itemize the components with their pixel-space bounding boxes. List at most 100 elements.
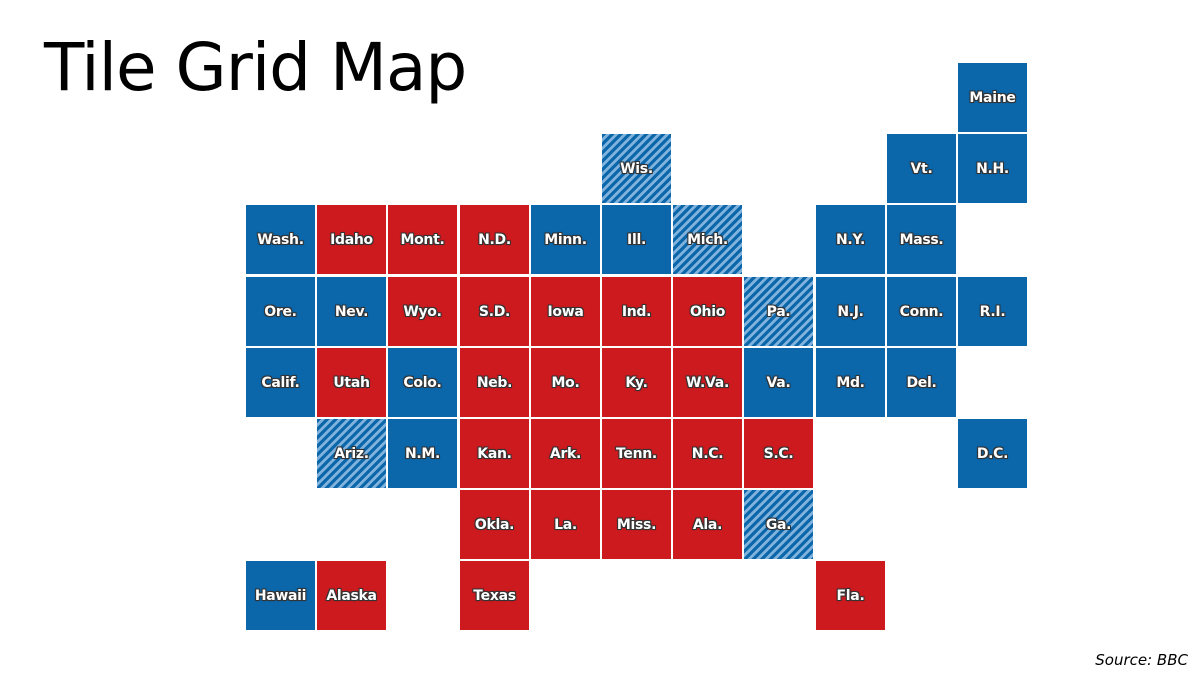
state-tile-n-y: N.Y. [816, 205, 885, 274]
state-label: N.D. [478, 231, 511, 248]
state-tile-mich: Mich. [673, 205, 742, 274]
state-label: N.J. [837, 303, 864, 320]
state-label: Vt. [910, 160, 933, 177]
state-tile-del: Del. [887, 348, 956, 417]
state-tile-ariz: Ariz. [317, 419, 386, 488]
page-title: Tile Grid Map [44, 29, 467, 106]
state-label: La. [554, 516, 577, 533]
state-tile-nev: Nev. [317, 277, 386, 346]
state-tile-texas: Texas [460, 561, 529, 630]
state-label: Ind. [621, 303, 652, 320]
state-tile-ore: Ore. [246, 277, 315, 346]
state-label: Idaho [330, 231, 373, 248]
state-label: Maine [969, 89, 1016, 106]
state-label: Fla. [836, 587, 865, 604]
state-label: Mass. [899, 231, 944, 248]
state-tile-s-d: S.D. [460, 277, 529, 346]
state-tile-wash: Wash. [246, 205, 315, 274]
state-tile-r-i: R.I. [958, 277, 1027, 346]
state-label: Wash. [257, 231, 304, 248]
state-tile-maine: Maine [958, 63, 1027, 132]
state-tile-conn: Conn. [887, 277, 956, 346]
state-label: Alaska [326, 587, 377, 604]
state-label: S.D. [478, 303, 511, 320]
state-tile-n-d: N.D. [460, 205, 529, 274]
state-tile-mass: Mass. [887, 205, 956, 274]
state-tile-utah: Utah [317, 348, 386, 417]
state-label: Ala. [692, 516, 723, 533]
state-tile-wis: Wis. [602, 134, 671, 203]
state-tile-okla: Okla. [460, 490, 529, 559]
state-label: Md. [836, 374, 865, 391]
state-label: D.C. [976, 445, 1009, 462]
state-label: N.C. [691, 445, 724, 462]
state-label: Okla. [474, 516, 515, 533]
state-tile-idaho: Idaho [317, 205, 386, 274]
state-label: Neb. [476, 374, 513, 391]
state-label: Nev. [334, 303, 369, 320]
state-tile-n-j: N.J. [816, 277, 885, 346]
state-tile-mont: Mont. [388, 205, 457, 274]
state-label: Ark. [549, 445, 582, 462]
state-tile-ky: Ky. [602, 348, 671, 417]
state-label: Ohio [689, 303, 726, 320]
state-label: Mich. [687, 231, 728, 248]
state-label: Ky. [625, 374, 648, 391]
state-tile-hawaii: Hawaii [246, 561, 315, 630]
state-label: Ariz. [334, 445, 369, 462]
state-tile-ark: Ark. [531, 419, 600, 488]
state-label: Del. [906, 374, 937, 391]
state-tile-kan: Kan. [460, 419, 529, 488]
state-tile-ala: Ala. [673, 490, 742, 559]
state-tile-colo: Colo. [388, 348, 457, 417]
state-tile-n-c: N.C. [673, 419, 742, 488]
state-tile-alaska: Alaska [317, 561, 386, 630]
state-tile-neb: Neb. [460, 348, 529, 417]
state-tile-vt: Vt. [887, 134, 956, 203]
state-label: Minn. [544, 231, 587, 248]
state-label: R.I. [979, 303, 1006, 320]
state-tile-md: Md. [816, 348, 885, 417]
state-tile-d-c: D.C. [958, 419, 1027, 488]
state-label: Va. [766, 374, 791, 391]
state-tile-w-va: W.Va. [673, 348, 742, 417]
state-label: Wis. [620, 160, 653, 177]
state-tile-ga: Ga. [744, 490, 813, 559]
state-label: Tenn. [616, 445, 657, 462]
state-label: Iowa [547, 303, 584, 320]
state-tile-fla: Fla. [816, 561, 885, 630]
state-label: Hawaii [254, 587, 307, 604]
state-label: S.C. [763, 445, 794, 462]
state-label: Colo. [403, 374, 442, 391]
state-label: N.Y. [836, 231, 865, 248]
state-tile-miss: Miss. [602, 490, 671, 559]
state-label: Wyo. [403, 303, 442, 320]
state-tile-s-c: S.C. [744, 419, 813, 488]
state-tile-wyo: Wyo. [388, 277, 457, 346]
state-tile-n-m: N.M. [388, 419, 457, 488]
state-tile-va: Va. [744, 348, 813, 417]
state-label: Calif. [261, 374, 300, 391]
state-label: W.Va. [686, 374, 729, 391]
state-tile-calif: Calif. [246, 348, 315, 417]
state-label: Kan. [477, 445, 512, 462]
state-label: Mo. [551, 374, 580, 391]
state-tile-pa: Pa. [744, 277, 813, 346]
state-label: Utah [333, 374, 370, 391]
source-credit: Source: BBC [1095, 651, 1188, 669]
state-label: N.H. [976, 160, 1009, 177]
state-label: Ill. [627, 231, 646, 248]
state-label: Mont. [400, 231, 445, 248]
state-label: Ga. [765, 516, 792, 533]
state-tile-n-h: N.H. [958, 134, 1027, 203]
state-tile-tenn: Tenn. [602, 419, 671, 488]
state-label: Ore. [264, 303, 297, 320]
state-tile-ohio: Ohio [673, 277, 742, 346]
state-label: Miss. [616, 516, 657, 533]
state-label: Conn. [899, 303, 944, 320]
state-tile-ind: Ind. [602, 277, 671, 346]
state-label: Pa. [766, 303, 791, 320]
state-label: Texas [473, 587, 516, 604]
state-tile-la: La. [531, 490, 600, 559]
